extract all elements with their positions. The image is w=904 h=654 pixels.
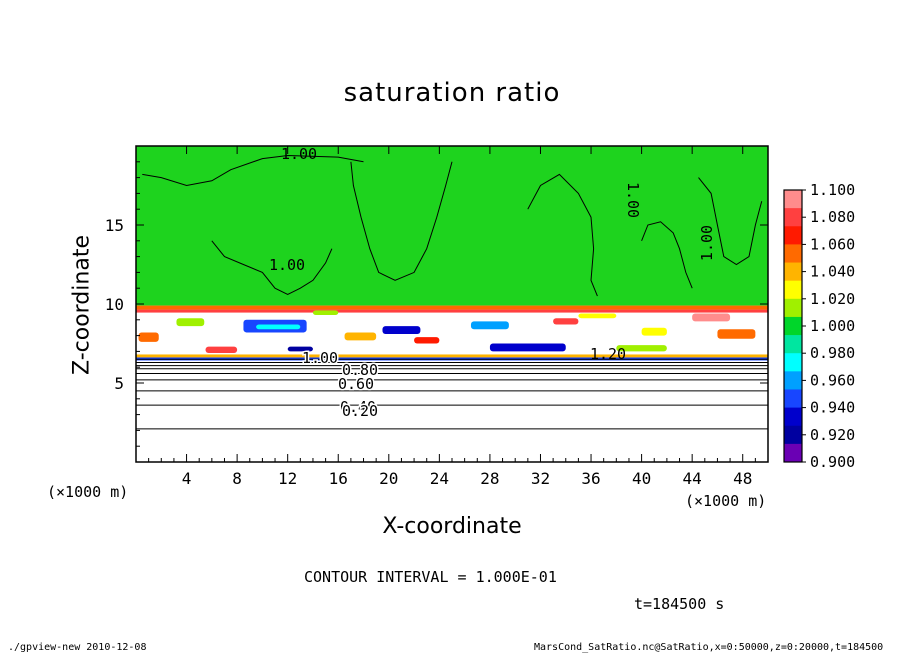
upper-region (136, 146, 768, 306)
colorbar-label-10: 0.900 (810, 453, 855, 471)
x-tick-label-40: 40 (632, 469, 651, 488)
cloud-patch-11 (205, 346, 238, 353)
cloud-patch-7 (470, 321, 509, 330)
contour-label-0: 1.00 (281, 145, 317, 163)
colorbar-cell-9 (784, 353, 802, 372)
x-tick-label-12: 12 (278, 469, 297, 488)
upper-contour-1 (211, 240, 333, 296)
colorbar-cell-12 (784, 407, 802, 427)
x-tick-label-36: 36 (581, 469, 600, 488)
x-tick-label-32: 32 (531, 469, 550, 488)
x-tick-label-20: 20 (379, 469, 398, 488)
cloud-patch-3 (256, 324, 301, 330)
x-unit-right: (×1000 m) (685, 492, 767, 510)
cloud-patch-5 (382, 326, 421, 335)
x-tick-label-8: 8 (232, 469, 242, 488)
colorbar-cell-10 (784, 371, 802, 390)
x-tick-label-28: 28 (480, 469, 499, 488)
cloud-patch-16 (312, 310, 339, 316)
cloud-patch-12 (287, 346, 313, 352)
y-axis-label: Z-coordinate (69, 235, 95, 375)
upper-contour-0 (142, 154, 364, 187)
cloud-patch-0 (138, 332, 159, 342)
y-tick-label-15: 15 (105, 216, 124, 235)
y-tick-label-10: 10 (105, 295, 124, 314)
band-bottom-fringe (136, 354, 768, 358)
colorbar-label-6: 0.980 (810, 344, 855, 362)
cloud-patch-1 (176, 318, 205, 327)
cloud-patch-15 (692, 313, 731, 322)
contour-label-4: 1.20 (590, 345, 626, 363)
colorbar-cell-1 (784, 208, 802, 227)
cloud-patch-14 (616, 345, 667, 352)
colorbar-cell-2 (784, 226, 802, 245)
cloud-patch-17 (578, 313, 617, 319)
x-axis-label: X-coordinate (382, 514, 522, 539)
colorbar-label-8: 0.940 (810, 399, 855, 417)
band-top-fringe-2 (136, 309, 768, 313)
cloud-patch-9 (641, 327, 667, 336)
contour-label-3: 1.00 (698, 225, 716, 261)
contour-label-6: 0.80 (342, 361, 378, 379)
upper-contour-5 (698, 177, 763, 266)
colorbar-label-2: 1.060 (810, 235, 855, 253)
colorbar-cell-11 (784, 389, 802, 409)
band-top-fringe (136, 305, 768, 310)
time-label: t=184500 s (634, 595, 725, 613)
footer-right: MarsCond_SatRatio.nc@SatRatio,x=0:50000,… (534, 642, 884, 653)
colorbar-cell-3 (784, 244, 802, 264)
colorbar-cell-7 (784, 316, 802, 336)
colorbar-cell-8 (784, 335, 802, 354)
colorbar-label-9: 0.920 (810, 426, 855, 444)
footer-left: ./gpview-new 2010-12-08 (8, 642, 147, 653)
colorbar-cell-5 (784, 280, 802, 300)
x-tick-label-44: 44 (683, 469, 702, 488)
contour-label-8: 0.40 (340, 398, 376, 416)
contour-label-5: 1.00 (302, 349, 338, 367)
colorbar-cell-6 (784, 298, 802, 318)
x-tick-label-24: 24 (430, 469, 449, 488)
colorbar-label-3: 1.040 (810, 263, 855, 281)
contour-label-1: 1.00 (269, 256, 305, 274)
contour-label-2: 1.00 (624, 182, 642, 218)
x-tick-label-16: 16 (329, 469, 348, 488)
upper-contour-3 (527, 173, 598, 297)
colorbar-cell-0 (784, 190, 802, 209)
cloud-patch-10 (717, 329, 756, 339)
y-tick-label-5: 5 (114, 374, 124, 393)
upper-contour-4 (641, 221, 693, 289)
contour-interval-text: CONTOUR INTERVAL = 1.000E-01 (304, 568, 557, 586)
cloud-patch-8 (553, 318, 579, 325)
chart-title: saturation ratio (343, 78, 561, 108)
colorbar-label-4: 1.020 (810, 290, 855, 308)
cloud-band (136, 305, 768, 363)
colorbar-label-7: 0.960 (810, 371, 855, 389)
contour-label-7: 0.60 (338, 375, 374, 393)
colorbar-label-5: 1.000 (810, 317, 855, 335)
colorbar-cell-13 (784, 425, 802, 445)
x-unit-left: (×1000 m) (47, 483, 129, 501)
colorbar-label-0: 1.100 (810, 181, 855, 199)
colorbar-label-1: 1.080 (810, 208, 855, 226)
cloud-patch-4 (344, 332, 377, 341)
colorbar-cell-4 (784, 262, 802, 282)
upper-contour-2 (350, 161, 453, 281)
x-tick-label-4: 4 (182, 469, 192, 488)
contour-label-9: 0.20 (342, 402, 378, 420)
cloud-patch-13 (489, 343, 566, 352)
x-tick-label-48: 48 (733, 469, 752, 488)
colorbar-cell-14 (784, 443, 802, 463)
cloud-patch-6 (414, 337, 440, 344)
